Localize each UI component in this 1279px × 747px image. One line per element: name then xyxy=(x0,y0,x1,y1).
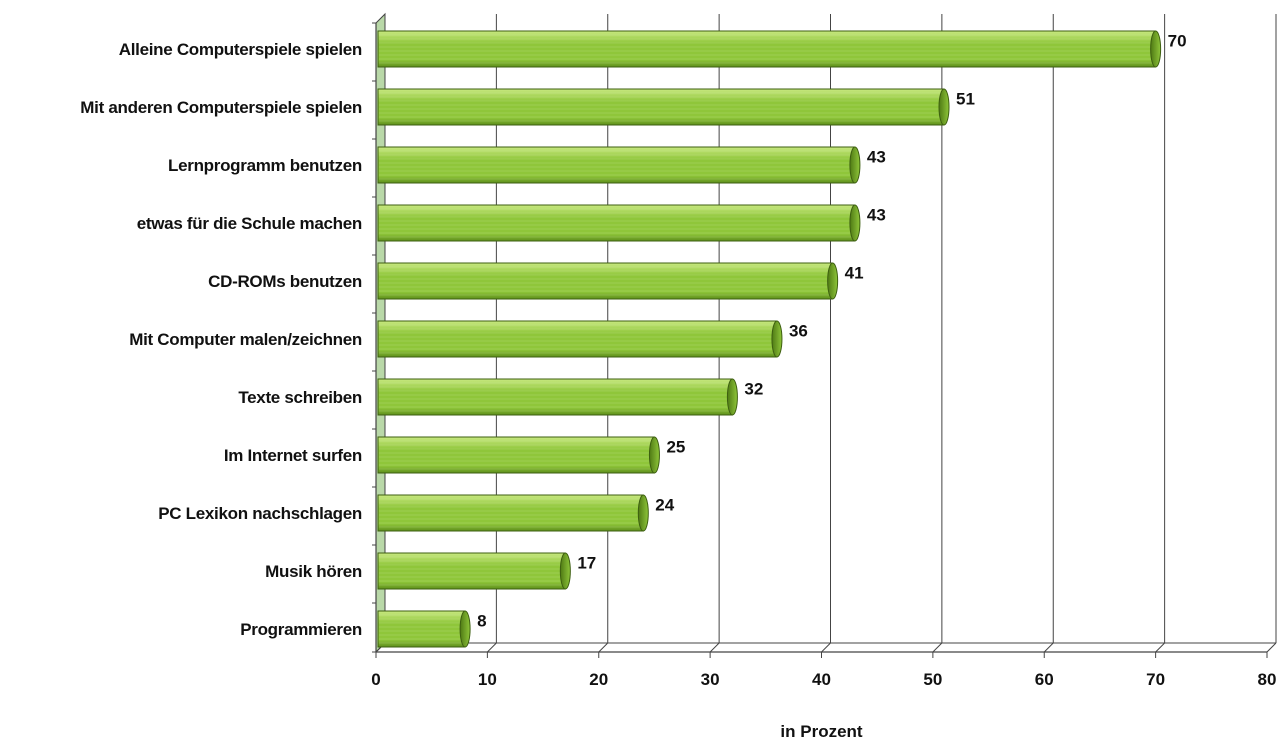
x-tick-label: 60 xyxy=(1035,670,1054,689)
data-label: 25 xyxy=(666,437,685,456)
gridline-foot xyxy=(598,642,609,653)
bar xyxy=(377,30,1162,68)
bar xyxy=(377,378,738,416)
data-label: 36 xyxy=(789,321,808,340)
category-label: Musik hören xyxy=(265,562,362,581)
category-label: etwas für die Schule machen xyxy=(137,214,362,233)
x-tick-label: 40 xyxy=(812,670,831,689)
x-tick-label: 20 xyxy=(589,670,608,689)
bar-body xyxy=(377,204,856,242)
bar-body xyxy=(377,262,834,300)
bar-body xyxy=(377,146,856,184)
data-label: 43 xyxy=(867,147,886,166)
bar-cap xyxy=(771,320,783,358)
bar-cap xyxy=(1150,30,1162,68)
x-tick-label: 50 xyxy=(923,670,942,689)
axes xyxy=(372,22,1268,658)
gridline-foot xyxy=(932,642,943,653)
bar xyxy=(377,552,571,590)
gridline-foot xyxy=(709,642,720,653)
bar xyxy=(377,88,950,126)
bar-cap xyxy=(459,610,471,648)
bar-cap xyxy=(827,262,839,300)
category-label: Alleine Computerspiele spielen xyxy=(119,40,362,59)
gridline-foot xyxy=(1043,642,1054,653)
x-tick-label: 80 xyxy=(1258,670,1277,689)
bar xyxy=(377,610,471,648)
data-label: 24 xyxy=(655,495,674,514)
bar-cap xyxy=(648,436,660,474)
bar-body xyxy=(377,378,733,416)
bar-body xyxy=(377,30,1157,68)
gridline-foot xyxy=(1155,642,1165,653)
x-tick-label: 30 xyxy=(701,670,720,689)
category-label: Programmieren xyxy=(240,620,362,639)
data-label: 41 xyxy=(845,263,864,282)
bar xyxy=(377,320,783,358)
category-label: CD-ROMs benutzen xyxy=(208,272,362,291)
bar-cap xyxy=(726,378,738,416)
bars xyxy=(377,30,1162,648)
x-tick-label: 0 xyxy=(371,670,380,689)
data-label: 17 xyxy=(577,553,596,572)
bar-body xyxy=(377,494,644,532)
category-label: Texte schreiben xyxy=(238,388,362,407)
bar-body xyxy=(377,610,466,648)
data-label: 32 xyxy=(744,379,763,398)
bar xyxy=(377,262,839,300)
data-label: 51 xyxy=(956,89,975,108)
x-tick-label: 70 xyxy=(1146,670,1165,689)
data-label: 70 xyxy=(1168,31,1187,50)
category-label: Im Internet surfen xyxy=(224,446,362,465)
gridline-foot xyxy=(1266,642,1277,653)
category-label: Mit anderen Computerspiele spielen xyxy=(80,98,362,117)
bar xyxy=(377,204,861,242)
labels: 0 10 20 30 40 50 60 70 80 in Prozent 70 Alleine Com… xyxy=(80,31,1276,741)
bar xyxy=(377,436,660,474)
data-label: 8 xyxy=(477,611,486,630)
gridline-foot xyxy=(487,642,497,653)
bar xyxy=(377,146,861,184)
bar-cap xyxy=(849,146,861,184)
bar-body xyxy=(377,436,655,474)
gridline-foot xyxy=(821,642,831,653)
bar-body xyxy=(377,88,945,126)
bar-cap xyxy=(559,552,571,590)
bar-body xyxy=(377,552,566,590)
category-label: PC Lexikon nachschlagen xyxy=(158,504,362,523)
bar xyxy=(377,494,649,532)
x-axis-title: in Prozent xyxy=(780,722,863,741)
bar-cap xyxy=(938,88,950,126)
category-label: Mit Computer malen/zeichnen xyxy=(129,330,362,349)
data-label: 43 xyxy=(867,205,886,224)
bar-cap xyxy=(637,494,649,532)
x-tick-label: 10 xyxy=(478,670,497,689)
bar-body xyxy=(377,320,778,358)
bar-cap xyxy=(849,204,861,242)
category-label: Lernprogramm benutzen xyxy=(168,156,362,175)
